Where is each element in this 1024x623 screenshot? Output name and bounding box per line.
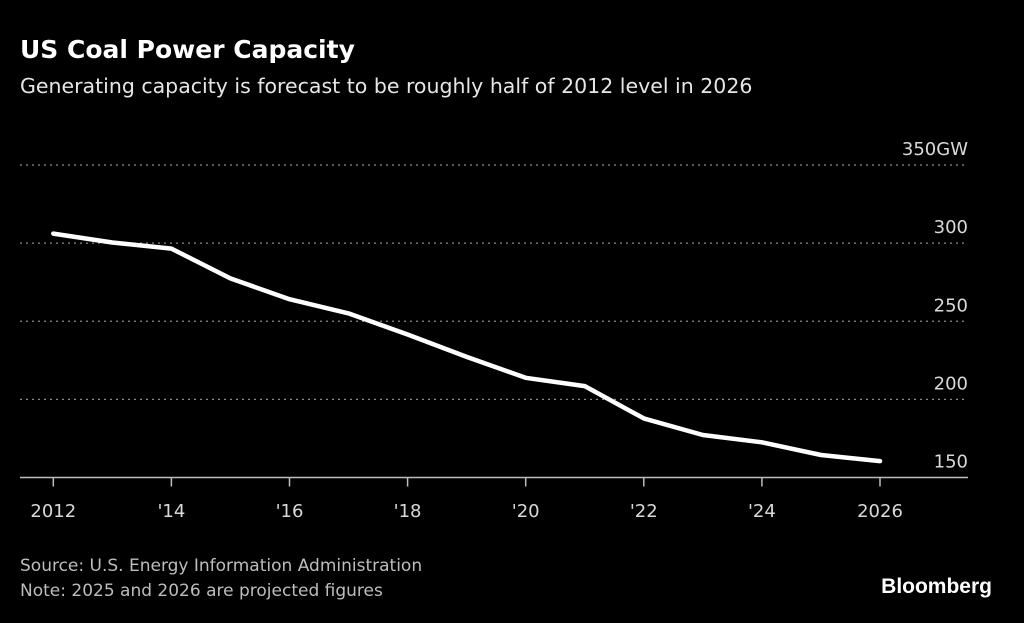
chart-title: US Coal Power Capacity bbox=[20, 35, 355, 64]
x-tick-label: 2026 bbox=[857, 501, 903, 522]
x-tick-label: 2012 bbox=[30, 501, 76, 522]
x-tick-label: '22 bbox=[630, 501, 658, 522]
y-tick-label: 350GW bbox=[902, 139, 968, 160]
y-tick-label: 150 bbox=[934, 452, 968, 473]
x-axis: 2012 '14 '16 '18 '20 '22 '24 2026 bbox=[20, 476, 968, 522]
y-tick-label: 300 bbox=[934, 217, 968, 238]
x-tick-label: '24 bbox=[748, 501, 776, 522]
y-tick-label: 250 bbox=[934, 295, 968, 316]
x-tick-label: '20 bbox=[512, 501, 540, 522]
x-tick-label: '14 bbox=[157, 501, 185, 522]
bloomberg-logo: Bloomberg bbox=[881, 575, 992, 598]
x-tick-label: '16 bbox=[276, 501, 304, 522]
gridlines bbox=[20, 164, 968, 401]
source-note: Source: U.S. Energy Information Administ… bbox=[20, 556, 422, 576]
series-layer bbox=[51, 231, 883, 464]
y-axis: 150 200 250 300 350GW bbox=[902, 139, 968, 473]
x-tick-label: '18 bbox=[394, 501, 422, 522]
y-tick-label: 200 bbox=[934, 373, 968, 394]
chart-subtitle: Generating capacity is forecast to be ro… bbox=[20, 74, 752, 98]
projection-note: Note: 2025 and 2026 are projected figure… bbox=[20, 581, 383, 601]
